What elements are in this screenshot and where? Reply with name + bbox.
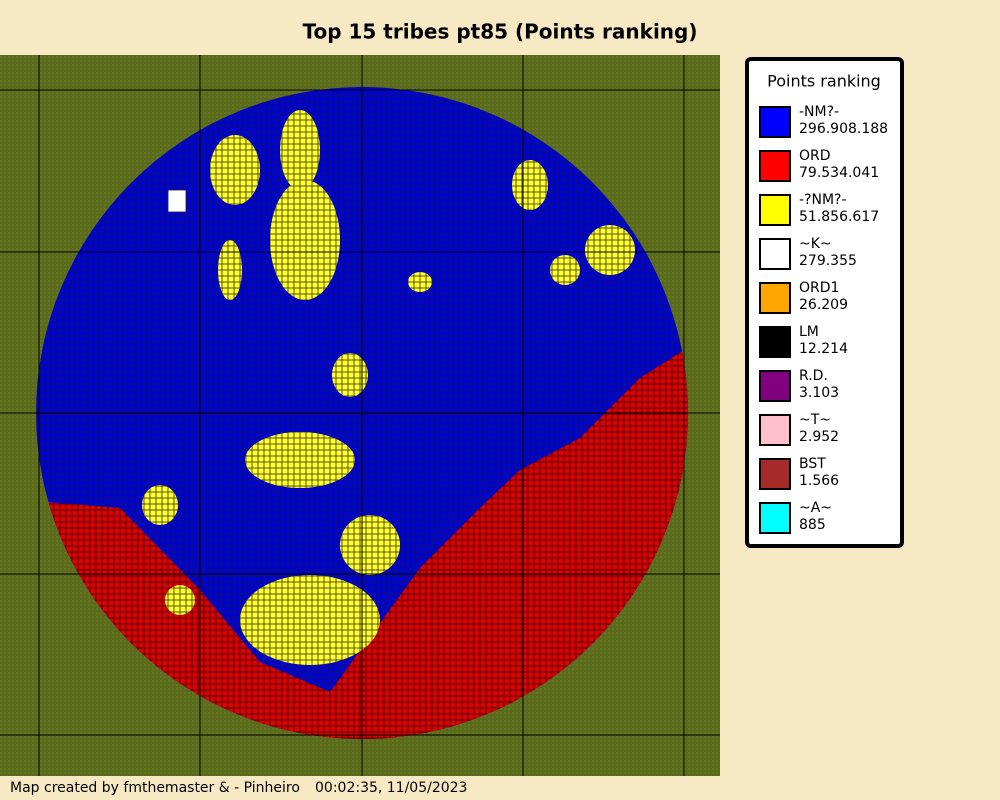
legend-title: Points ranking (767, 72, 881, 91)
map (0, 55, 720, 776)
footer-credit: Map created by fmthemaster & - Pinheiro (10, 780, 300, 796)
legend-points: 3.103 (799, 385, 839, 401)
legend-points: 885 (799, 517, 826, 533)
legend-name: R.D. (799, 368, 828, 384)
grid (0, 55, 720, 776)
tribe-area-white (167, 189, 187, 213)
legend-name: -?NM?- (799, 192, 847, 208)
legend-swatch (759, 106, 791, 138)
legend-points: 26.209 (799, 297, 848, 313)
legend-swatch (759, 502, 791, 534)
legend-swatch (759, 326, 791, 358)
legend-swatch (759, 370, 791, 402)
legend-swatch (759, 238, 791, 270)
map-title: Top 15 tribes pt85 (Points ranking) (302, 20, 697, 44)
legend-name: ORD1 (799, 280, 839, 296)
legend-points: 2.952 (799, 429, 839, 445)
legend-points: 51.856.617 (799, 209, 879, 225)
legend-points: 296.908.188 (799, 121, 888, 137)
legend-name: ~K~ (799, 236, 832, 252)
legend-swatch (759, 194, 791, 226)
legend-name: LM (799, 324, 819, 340)
legend-name: ~T~ (799, 412, 831, 428)
legend-swatch (759, 282, 791, 314)
legend-points: 1.566 (799, 473, 839, 489)
tribe-area-red (36, 340, 688, 739)
legend-name: BST (799, 456, 826, 472)
legend-points: 12.214 (799, 341, 848, 357)
legend: Points ranking -NM?-296.908.188 ORD79.534… (745, 57, 904, 548)
footer-timestamp: 00:02:35, 11/05/2023 (315, 780, 467, 796)
legend-points: 279.355 (799, 253, 857, 269)
legend-points: 79.534.041 (799, 165, 879, 181)
tribe-area-yellow (142, 110, 635, 665)
legend-swatch (759, 414, 791, 446)
legend-name: ORD (799, 148, 831, 164)
legend-swatch (759, 150, 791, 182)
legend-swatch (759, 458, 791, 490)
legend-name: ~A~ (799, 500, 832, 516)
legend-name: -NM?- (799, 104, 839, 120)
